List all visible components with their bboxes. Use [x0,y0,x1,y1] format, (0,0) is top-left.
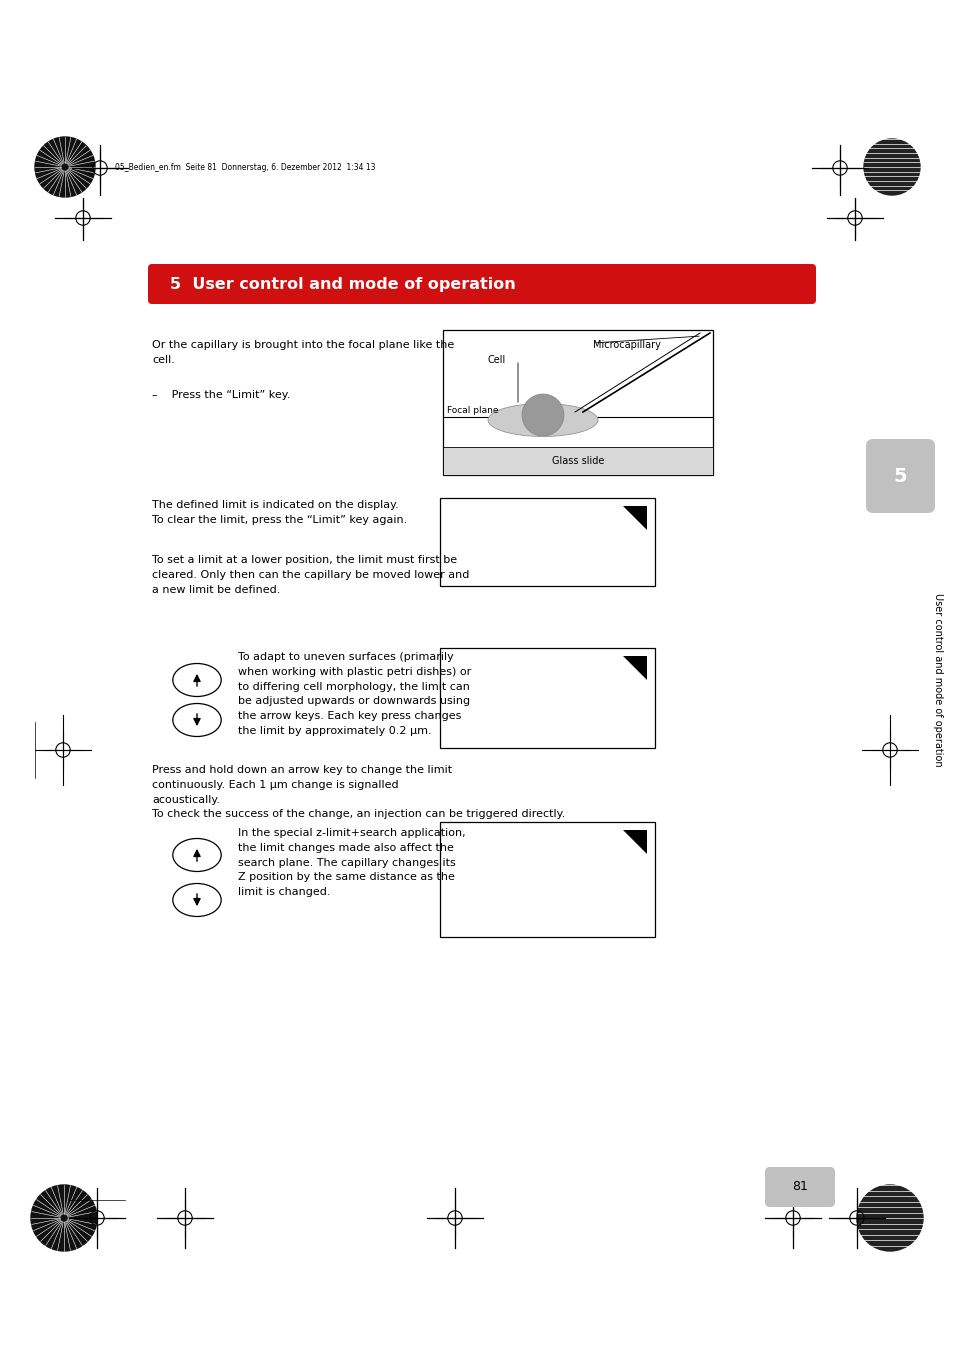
Ellipse shape [488,404,598,436]
Text: The defined limit is indicated on the display.
To clear the limit, press the “Li: The defined limit is indicated on the di… [152,500,407,524]
Text: Press and hold down an arrow key to change the limit
continuously. Each 1 μm cha: Press and hold down an arrow key to chan… [152,765,565,820]
Text: Focal plane: Focal plane [447,407,498,415]
Text: Or the capillary is brought into the focal plane like the
cell.: Or the capillary is brought into the foc… [152,340,454,365]
Polygon shape [622,507,646,530]
Text: 81: 81 [791,1181,807,1193]
FancyBboxPatch shape [764,1167,834,1206]
Circle shape [35,136,95,197]
Text: Cell: Cell [488,355,506,365]
Text: 5  User control and mode of operation: 5 User control and mode of operation [170,277,516,292]
Circle shape [863,139,919,195]
Bar [439,821,655,938]
Polygon shape [622,657,646,680]
FancyBboxPatch shape [148,263,815,304]
Circle shape [856,1185,923,1251]
Text: User control and mode of operation: User control and mode of operation [932,593,942,767]
Ellipse shape [172,663,221,697]
Ellipse shape [172,704,221,736]
Text: –    Press the “Limit” key.: – Press the “Limit” key. [152,390,290,400]
Text: Microcapillary: Microcapillary [593,340,660,350]
FancyBboxPatch shape [865,439,934,513]
Bar [439,648,655,748]
Text: In the special z-limit+search application,
the limit changes made also affect th: In the special z-limit+search applicatio… [237,828,465,897]
Ellipse shape [172,839,221,871]
Ellipse shape [172,884,221,916]
Text: 5: 5 [893,466,906,485]
Circle shape [521,394,563,436]
Text: To adapt to uneven surfaces (primarily
when working with plastic petri dishes) o: To adapt to uneven surfaces (primarily w… [237,653,471,736]
Bar [442,447,712,476]
Circle shape [30,1185,97,1251]
Text: To set a limit at a lower position, the limit must first be
cleared. Only then c: To set a limit at a lower position, the … [152,555,469,594]
Bar [442,330,712,476]
Polygon shape [622,830,646,854]
Bar [439,499,655,586]
Text: Glass slide: Glass slide [551,457,603,466]
Text: 05_Bedien_en.fm  Seite 81  Donnerstag, 6. Dezember 2012  1:34 13: 05_Bedien_en.fm Seite 81 Donnerstag, 6. … [115,163,375,173]
